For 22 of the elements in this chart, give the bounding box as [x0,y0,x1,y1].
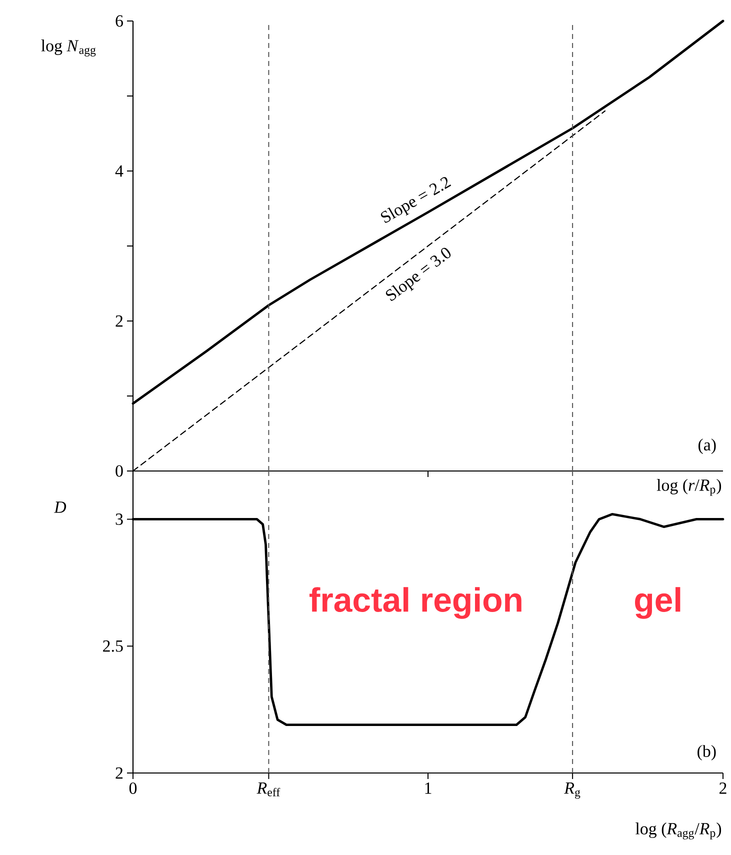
y-tick-label: 6 [116,15,124,27]
x-tick-label: 0 [130,782,137,794]
x-tick-label: 1 [425,782,432,794]
x-axis-title: log (R$_{agg}$/R$_{p}$) [636,822,722,840]
y-tick-label: 4 [116,165,124,177]
y-tick-label: 3 [116,514,124,525]
annotation: Slope = 3.0 [386,248,451,302]
annotation: Slope = 2.2 [381,177,452,223]
y-tick-label: 0 [116,465,124,477]
x-tick-label: 2 [720,782,727,794]
y-axis-title: D [54,502,66,513]
x-tick-label: R$_{eff}$ [256,782,280,796]
annotation: (a) [698,438,716,454]
y-tick-label: 2 [116,315,123,327]
annotation: (b) [698,745,716,760]
y-tick-label: 2.5 [103,640,124,652]
x-tick-label: R$_{g}$ [564,782,580,799]
x-axis-title: log (r/R$_{p}$) [657,478,722,496]
annotation: fractal region [310,587,522,619]
annotation: gel [635,587,680,619]
y-tick-label: 2 [116,767,123,779]
y-axis-title: log N$_{agg}$ [41,40,96,56]
